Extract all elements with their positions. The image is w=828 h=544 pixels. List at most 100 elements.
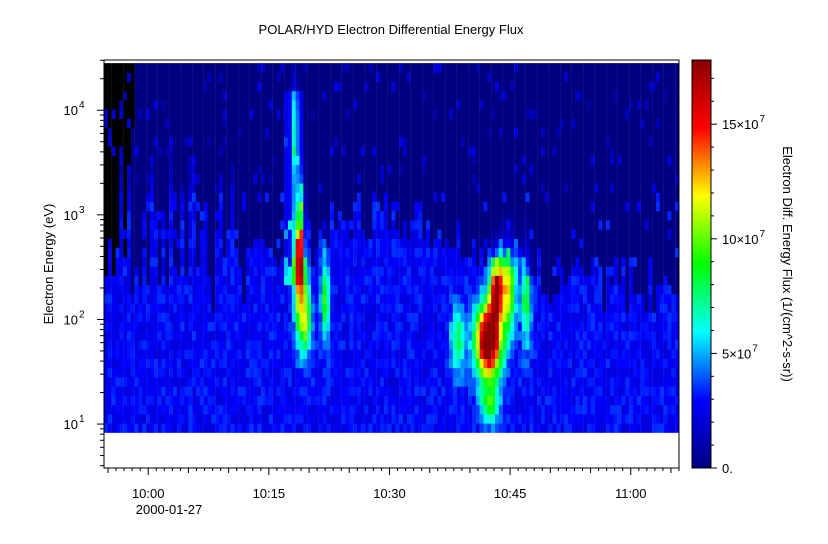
spectrogram-cell bbox=[242, 81, 246, 92]
spectrogram-cell bbox=[441, 404, 446, 415]
spectrogram-cell bbox=[345, 192, 350, 203]
spectrogram-cell bbox=[368, 146, 373, 156]
spectrogram-cell bbox=[280, 330, 285, 341]
spectrogram-cell bbox=[161, 100, 166, 110]
spectrogram-cell bbox=[176, 173, 181, 184]
spectrogram-cell bbox=[357, 413, 361, 424]
spectrogram-cell bbox=[138, 173, 143, 184]
spectrogram-cell bbox=[295, 63, 300, 73]
spectrogram-cell bbox=[215, 275, 220, 286]
spectrogram-cell bbox=[107, 118, 112, 129]
spectrogram-cell bbox=[257, 395, 262, 406]
spectrogram-cell bbox=[380, 349, 384, 359]
spectrogram-cell bbox=[502, 257, 507, 267]
spectrogram-cell bbox=[242, 164, 246, 175]
spectrogram-cell bbox=[537, 284, 542, 295]
spectrogram-cell bbox=[502, 192, 507, 203]
spectrogram-cell bbox=[357, 395, 361, 406]
spectrogram-cell bbox=[119, 72, 124, 82]
spectrogram-cell bbox=[234, 210, 239, 221]
spectrogram-cell bbox=[575, 423, 580, 433]
spectrogram-cell bbox=[322, 247, 327, 258]
spectrogram-cell bbox=[464, 63, 469, 73]
spectrogram-cell bbox=[564, 257, 568, 267]
spectrogram-cell bbox=[449, 127, 453, 138]
spectrogram-cell bbox=[483, 303, 488, 313]
spectrogram-cell bbox=[468, 386, 473, 396]
spectrogram-cell bbox=[245, 137, 250, 147]
spectrogram-cell bbox=[107, 423, 112, 433]
spectrogram-cell bbox=[548, 238, 553, 249]
spectrogram-cell bbox=[525, 90, 530, 101]
spectrogram-cell bbox=[498, 247, 503, 258]
spectrogram-cell bbox=[537, 303, 542, 313]
spectrogram-cell bbox=[475, 395, 480, 406]
spectrogram-cell bbox=[291, 229, 296, 239]
spectrogram-cell bbox=[146, 284, 151, 295]
spectrogram-cell bbox=[349, 90, 354, 101]
spectrogram-cell bbox=[295, 137, 300, 147]
spectrogram-cell bbox=[334, 303, 338, 313]
spectrogram-cell bbox=[429, 303, 434, 313]
spectrogram-cell bbox=[203, 395, 208, 406]
spectrogram-cell bbox=[537, 100, 542, 110]
spectrogram-cell bbox=[479, 72, 484, 82]
spectrogram-cell bbox=[334, 72, 338, 82]
spectrogram-cell bbox=[537, 395, 542, 406]
spectrogram-cell bbox=[502, 238, 507, 249]
spectrogram-cell bbox=[107, 201, 112, 212]
spectrogram-cell bbox=[272, 257, 277, 267]
spectrogram-cell bbox=[518, 100, 522, 110]
spectrogram-cell bbox=[188, 229, 193, 239]
spectrogram-cell bbox=[383, 81, 388, 92]
spectrogram-cell bbox=[541, 377, 545, 387]
spectrogram-cell bbox=[483, 173, 488, 184]
spectrogram-cell bbox=[452, 238, 457, 249]
spectrogram-cell bbox=[165, 257, 170, 267]
spectrogram-cell bbox=[134, 312, 139, 323]
spectrogram-cell bbox=[541, 349, 545, 359]
spectrogram-cell bbox=[242, 330, 246, 341]
spectrogram-cell bbox=[219, 404, 223, 415]
spectrogram-cell bbox=[376, 81, 381, 92]
spectrogram-cell bbox=[449, 266, 453, 276]
spectrogram-cell bbox=[360, 220, 365, 230]
spectrogram-cell bbox=[360, 377, 365, 387]
spectrogram-cell bbox=[495, 321, 499, 332]
spectrogram-cell bbox=[422, 367, 427, 378]
spectrogram-cell bbox=[188, 72, 193, 82]
spectrogram-cell bbox=[127, 201, 131, 212]
spectrogram-cell bbox=[261, 192, 266, 203]
spectrogram-cell bbox=[510, 100, 515, 110]
spectrogram-cell bbox=[207, 100, 212, 110]
spectrogram-cell bbox=[238, 201, 243, 212]
spectrogram-cell bbox=[414, 358, 419, 369]
spectrogram-cell bbox=[399, 63, 404, 73]
spectrogram-cell bbox=[146, 164, 151, 175]
spectrogram-cell bbox=[322, 349, 327, 359]
spectrogram-cell bbox=[383, 72, 388, 82]
spectrogram-cell bbox=[314, 220, 319, 230]
spectrogram-cell bbox=[506, 257, 511, 267]
spectrogram-cell bbox=[230, 284, 235, 295]
spectrogram-cell bbox=[567, 340, 572, 350]
spectrogram-cell bbox=[426, 266, 430, 276]
spectrogram-cell bbox=[104, 238, 108, 249]
spectrogram-cell bbox=[127, 247, 131, 258]
spectrogram-cell bbox=[311, 183, 315, 193]
spectrogram-cell bbox=[238, 349, 243, 359]
spectrogram-cell bbox=[341, 201, 346, 212]
spectrogram-cell bbox=[253, 247, 258, 258]
spectrogram-cell bbox=[142, 229, 147, 239]
spectrogram-cell bbox=[445, 127, 450, 138]
spectrogram-cell bbox=[272, 229, 277, 239]
spectrogram-cell bbox=[418, 247, 423, 258]
spectrogram-cell bbox=[215, 423, 220, 433]
spectrogram-cell bbox=[288, 321, 292, 332]
spectrogram-cell bbox=[334, 164, 338, 175]
spectrogram-cell bbox=[383, 293, 388, 304]
spectrogram-cell bbox=[429, 72, 434, 82]
spectrogram-cell bbox=[368, 238, 373, 249]
spectrogram-cell bbox=[303, 358, 308, 369]
spectrogram-cell bbox=[487, 118, 492, 129]
